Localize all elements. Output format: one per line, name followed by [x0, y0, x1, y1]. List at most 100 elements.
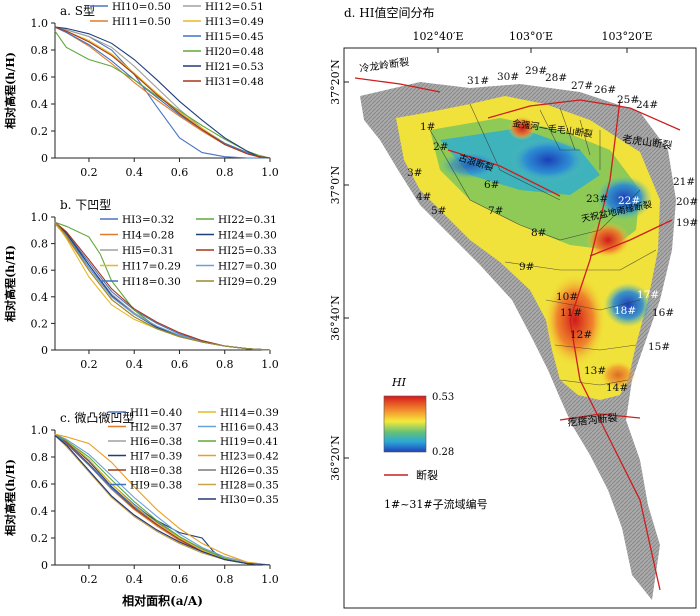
chart-panel: c. 微凸微凹型 0.2 0.4 0.6 0.8 1.0 0 0.2 0.4 0.6 0.8 1.0 相… [3, 407, 279, 608]
legend-entry: HI30=0.35 [220, 494, 279, 506]
y-axis-label: 相对高程(h/H) [3, 52, 17, 129]
x-tick-label: 0.8 [216, 166, 234, 179]
x-tick-label: 0.8 [216, 573, 234, 586]
legend-entry: HI11=0.50 [112, 16, 171, 28]
fault-label: 冷龙岭断裂 [359, 55, 410, 75]
basin-label: 3# [407, 167, 422, 179]
series-line [54, 26, 271, 159]
basin-label: 16# [652, 307, 674, 319]
legend-entry: HI27=0.30 [218, 261, 277, 273]
basin-label: 26# [594, 84, 616, 96]
series-line [54, 221, 271, 351]
legend-entry: HI2=0.37 [130, 422, 182, 434]
legend-entry: HI25=0.33 [218, 245, 277, 257]
basin-label: 12# [570, 329, 592, 341]
legend-entry: HI22=0.31 [218, 214, 277, 226]
y-tick-label: 0 [41, 152, 48, 165]
series-line [54, 433, 271, 566]
hi-high-zone [586, 222, 630, 258]
x-tick-label: 0.6 [171, 573, 189, 586]
faults [354, 77, 681, 591]
basin-label: 17# [637, 289, 659, 301]
legend-entry: HI31=0.48 [205, 76, 264, 88]
lat-label: 36°40′N [329, 295, 342, 341]
legend-entry: HI18=0.30 [122, 276, 181, 288]
basin-label: 25# [617, 94, 639, 106]
basin-label: 5# [431, 205, 446, 217]
hi-low-zone [604, 283, 652, 327]
x-tick-label: 0.2 [80, 358, 98, 371]
basin-label: 10# [556, 291, 578, 303]
legend-entry: HI12=0.51 [205, 1, 264, 13]
y-tick-label: 0.6 [31, 478, 49, 491]
y-tick-label: 0.8 [31, 238, 49, 251]
hi-map: d. HI值空间分布 102°40′E 103°0′E 103°20′E 37°… [329, 5, 698, 609]
basin-label: 7# [488, 205, 503, 217]
legend-entry: HI23=0.42 [220, 451, 279, 463]
x-tick-label: 0.6 [171, 358, 189, 371]
series-line [54, 26, 271, 159]
basin-legend-label: 1#~31#子流域编号 [384, 497, 488, 511]
lon-label: 102°40′E [412, 30, 463, 43]
y-tick-label: 0.8 [31, 451, 49, 464]
panel-title: b. 下凹型 [60, 198, 111, 212]
x-tick-label: 1.0 [261, 573, 279, 586]
y-tick-label: 0 [41, 559, 48, 572]
legend-entry: HI19=0.41 [220, 436, 279, 448]
hi-high-zone [600, 361, 636, 389]
y-tick-label: 0.6 [31, 71, 49, 84]
legend-entry: HI4=0.28 [122, 230, 174, 242]
basin-label: 6# [484, 179, 499, 191]
y-tick-label: 0.4 [31, 98, 49, 111]
basin-label: 4# [416, 191, 431, 203]
x-tick-label: 1.0 [261, 166, 279, 179]
panel-title: c. 微凸微凹型 [60, 411, 134, 425]
hi-low-zone [510, 138, 586, 182]
chart-panel: a. S型 0.2 0.4 0.6 0.8 1.0 0 0.2 0.4 0.6 0.8 1.0 相对高程… [3, 1, 279, 179]
y-tick-label: 0.4 [31, 505, 49, 518]
chart-panel: b. 下凹型 0.2 0.4 0.6 0.8 1.0 0 0.2 0.4 0.6 0.8 1.0 相对高… [3, 198, 279, 371]
basin-label: 9# [519, 261, 534, 273]
basin-label: 1# [420, 121, 435, 133]
x-tick-label: 1.0 [261, 358, 279, 371]
lat-label: 36°20′N [329, 435, 342, 481]
basin-label: 23# [586, 193, 608, 205]
legend-entry: HI9=0.38 [130, 480, 182, 492]
legend-entry: HI28=0.35 [220, 480, 279, 492]
legend-max: 0.53 [432, 392, 454, 403]
basin-label: 24# [636, 99, 658, 111]
basin-label: 14# [606, 382, 628, 394]
basin-label: 22# [618, 195, 640, 207]
y-tick-label: 0.2 [31, 125, 49, 138]
panel-title: a. S型 [60, 4, 95, 18]
legend-entry: HI3=0.32 [122, 214, 174, 226]
series-line [54, 26, 271, 159]
legend-entry: HI29=0.29 [218, 276, 277, 288]
basin-label: 8# [531, 227, 546, 239]
hi-high-zone [508, 116, 536, 140]
basin-label: 2# [433, 141, 448, 153]
basin-label: 31# [467, 75, 489, 87]
y-tick-label: 1.0 [31, 424, 49, 437]
legend-min: 0.28 [432, 447, 454, 458]
x-tick-label: 0.4 [125, 358, 143, 371]
legend-entry: HI13=0.49 [205, 16, 264, 28]
basin-label: 15# [648, 341, 670, 353]
series-line [54, 433, 271, 566]
legend-entry: HI14=0.39 [220, 407, 279, 419]
legend-entry: HI15=0.45 [205, 31, 264, 43]
basin-boundaries [429, 103, 657, 386]
legend-title: HI [391, 376, 407, 389]
y-tick-label: 0 [41, 344, 48, 357]
basin-label: 20# [676, 196, 698, 208]
legend-entry: HI17=0.29 [122, 261, 181, 273]
basin-label: 27# [571, 80, 593, 92]
y-tick-label: 0.8 [31, 44, 49, 57]
y-tick-label: 1.0 [31, 17, 49, 30]
legend-entry: HI7=0.39 [130, 451, 182, 463]
y-tick-label: 0.4 [31, 291, 49, 304]
series-line [54, 433, 271, 566]
y-tick-label: 1.0 [31, 211, 49, 224]
legend-entry: HI21=0.53 [205, 61, 264, 73]
